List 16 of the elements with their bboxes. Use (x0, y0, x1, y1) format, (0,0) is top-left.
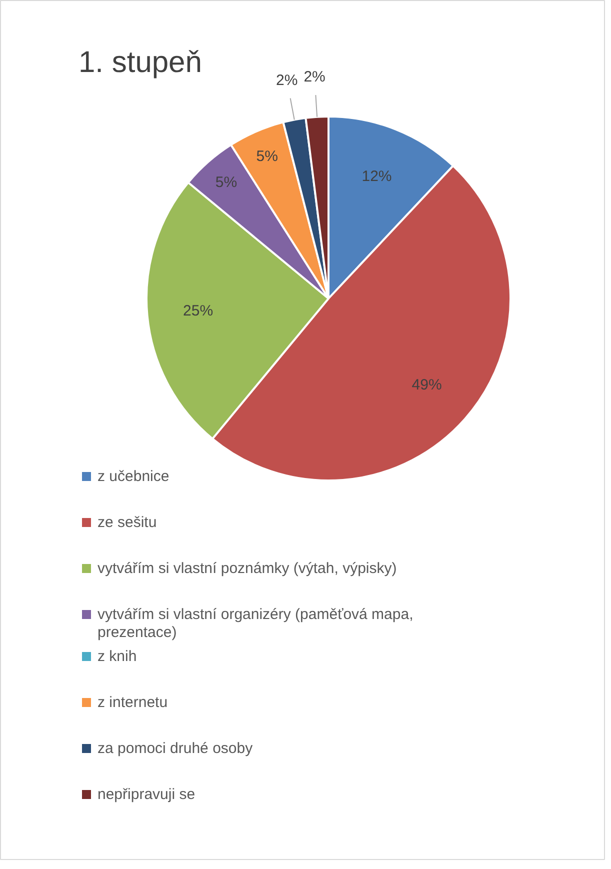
legend-label: ze sešitu (98, 514, 157, 531)
legend-label: z učebnice (98, 468, 170, 485)
legend-label: z internetu (98, 694, 168, 711)
legend-label: nepřipravuji se (98, 786, 196, 803)
chart-title: 1. stupeň (78, 46, 202, 79)
data-label: 12% (362, 168, 392, 186)
legend-label: vytvářím si vlastní poznámky (výtah, výpisky) (98, 560, 397, 577)
data-label: 5% (215, 174, 238, 191)
data-label: 49% (412, 376, 442, 394)
legend-label: vytvářím si vlastní organizéry (paměťová mapa, prezentace) (98, 606, 414, 641)
data-label: 25% (183, 302, 214, 320)
legend-label: za pomoci druhé osoby (98, 740, 254, 757)
legend-label: z knih (98, 648, 137, 665)
data-label: 2% (304, 68, 326, 86)
data-label: 2% (276, 72, 298, 89)
data-label: 5% (256, 148, 278, 166)
